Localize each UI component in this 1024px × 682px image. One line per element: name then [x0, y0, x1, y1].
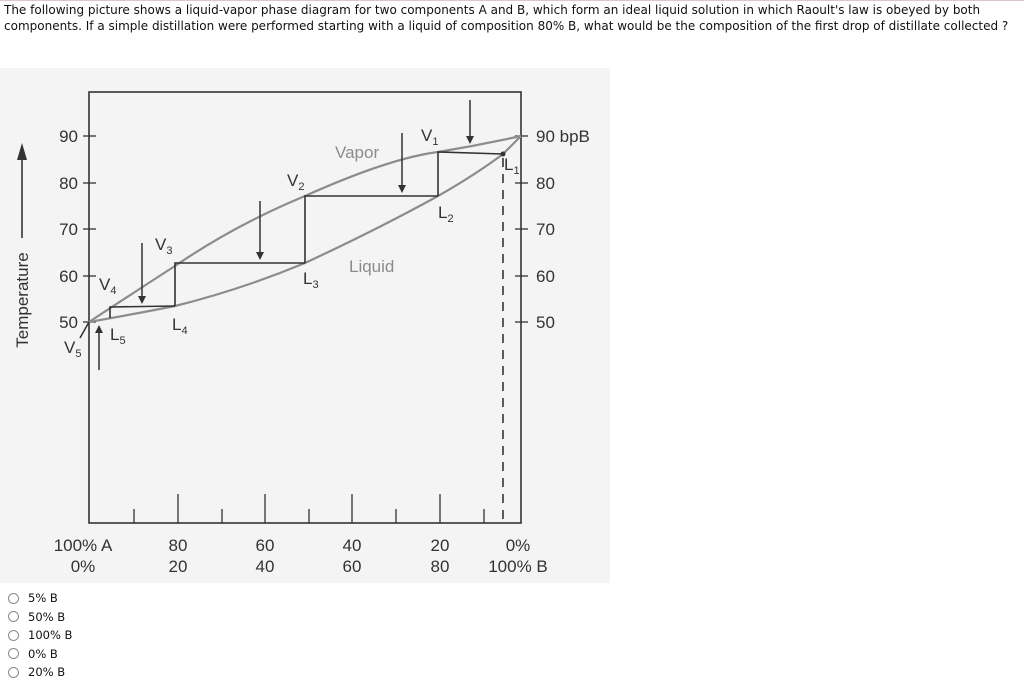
distillation-steps	[109, 151, 504, 318]
x-label-bottom-60: 60	[343, 557, 362, 576]
right-tick-50: 50	[536, 313, 555, 332]
x-label-top-20: 20	[431, 536, 450, 555]
radio-button[interactable]	[8, 592, 19, 604]
bottom-axis-ticks	[133, 494, 485, 523]
plot-frame	[88, 91, 522, 524]
radio-button[interactable]	[8, 648, 19, 660]
left-tick-70: 70	[59, 220, 78, 239]
label-l1: L1	[504, 155, 520, 177]
top-divider	[0, 0, 1024, 1]
option-label: 20% B	[28, 665, 66, 680]
l1-point	[500, 151, 506, 157]
option-50-percent-b[interactable]: 50% B	[8, 608, 72, 627]
label-v5: V5	[64, 338, 81, 360]
left-tick-60: 60	[59, 267, 78, 286]
x-label-100B: 100% B	[488, 557, 548, 576]
left-tick-90: 90	[59, 127, 78, 146]
x-label-top-40: 40	[343, 536, 362, 555]
label-l3: L3	[303, 269, 319, 291]
x-label-100A: 100% A	[54, 536, 113, 555]
label-l5: L5	[110, 325, 126, 347]
x-label-bottom-0: 0%	[71, 557, 96, 576]
y-axis-label: Temperature	[13, 252, 32, 347]
right-tick-80: 80	[536, 174, 555, 193]
option-5-percent-b[interactable]: 5% B	[8, 589, 72, 608]
cooling-arrows	[79, 100, 471, 370]
option-100-percent-b[interactable]: 100% B	[8, 626, 72, 645]
x-label-top-80: 80	[169, 536, 188, 555]
radio-button[interactable]	[8, 629, 19, 641]
vapor-region-label: Vapor	[335, 143, 379, 162]
label-v3: V3	[155, 235, 172, 257]
left-tick-50: 50	[59, 313, 78, 332]
label-v4: V4	[99, 275, 116, 297]
option-0-percent-b[interactable]: 0% B	[8, 645, 72, 664]
option-label: 0% B	[28, 646, 58, 661]
up-arrow-icon	[17, 143, 27, 160]
option-label: 50% B	[28, 609, 66, 624]
label-l2: L2	[438, 203, 454, 225]
option-label: 100% B	[28, 628, 73, 643]
x-label-bottom-40: 40	[256, 557, 275, 576]
answer-options: 5% B 50% B 100% B 0% B 20% B	[8, 589, 72, 682]
label-v1: V1	[421, 126, 438, 148]
arrow-heads	[95, 136, 474, 333]
question-text: The following picture shows a liquid-vap…	[4, 3, 1009, 33]
option-20-percent-b[interactable]: 20% B	[8, 663, 72, 682]
right-tick-90-bpB: 90 bpB	[536, 127, 590, 146]
temperature-axis-label: Temperature	[13, 143, 32, 348]
right-tick-70: 70	[536, 220, 555, 239]
right-tick-60: 60	[536, 267, 555, 286]
x-label-top-60: 60	[256, 536, 275, 555]
x-label-bottom-80: 80	[431, 557, 450, 576]
phase-diagram-figure: 90 80 70 60 50 90 bpB 80 70 60 50 Temper…	[0, 68, 610, 583]
radio-button[interactable]	[8, 666, 19, 678]
radio-button[interactable]	[8, 611, 19, 623]
x-label-bottom-20: 20	[169, 557, 188, 576]
label-v2: V2	[287, 171, 304, 193]
option-label: 5% B	[28, 591, 58, 606]
left-tick-80: 80	[59, 174, 78, 193]
phase-diagram-svg: 90 80 70 60 50 90 bpB 80 70 60 50 Temper…	[13, 91, 590, 576]
label-l4: L4	[172, 315, 188, 337]
liquid-region-label: Liquid	[349, 257, 394, 276]
x-label-top-0: 0%	[506, 536, 531, 555]
